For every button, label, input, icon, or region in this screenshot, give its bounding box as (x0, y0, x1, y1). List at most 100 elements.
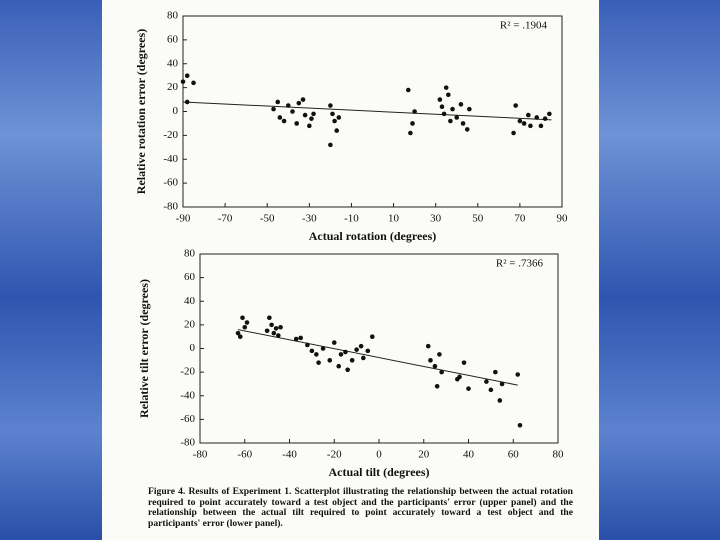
data-point (330, 111, 335, 117)
data-point (454, 115, 460, 120)
data-point (267, 315, 272, 321)
x-tick-label: 20 (418, 449, 430, 461)
x-tick-label: 80 (553, 449, 565, 461)
data-point (302, 112, 308, 118)
x-tick-label: -30 (302, 213, 317, 225)
data-point (191, 80, 196, 86)
x-tick-label: -10 (344, 213, 359, 225)
data-point (432, 363, 438, 369)
x-axis-label: Actual rotation (degrees) (309, 229, 437, 243)
y-tick-label: 0 (173, 105, 179, 117)
data-point (441, 111, 447, 117)
data-point (448, 118, 453, 124)
data-point (345, 367, 350, 373)
r-squared: R² = .7366 (496, 258, 544, 270)
y-tick-label: -20 (163, 129, 178, 141)
x-tick-label: -90 (176, 213, 191, 225)
caption: Figure 4. Results of Experiment 1. Scatt… (148, 486, 573, 529)
data-point (336, 115, 342, 120)
x-tick-label: 90 (557, 213, 569, 225)
data-point (269, 322, 274, 328)
trend-line (182, 101, 552, 121)
data-point (354, 347, 359, 352)
data-point (526, 112, 531, 118)
data-point (446, 92, 451, 98)
data-point (437, 352, 442, 357)
data-point (405, 87, 411, 93)
data-point (273, 326, 279, 331)
trend-line (237, 329, 518, 386)
data-point (499, 381, 505, 387)
y-tick-label: 60 (184, 271, 196, 283)
data-point (336, 363, 342, 369)
x-axis-label: Actual tilt (degrees) (328, 465, 429, 479)
y-tick-label: -40 (163, 153, 178, 165)
data-point (361, 355, 366, 361)
data-point (334, 128, 340, 133)
data-point (278, 324, 283, 330)
data-point (443, 85, 449, 90)
data-point (338, 352, 344, 357)
data-point (434, 384, 440, 389)
data-point (327, 358, 333, 363)
data-point (457, 374, 462, 380)
data-point (467, 106, 472, 112)
x-tick-label: 10 (388, 213, 400, 225)
y-tick-label: -80 (163, 201, 178, 213)
y-tick-label: -60 (180, 413, 195, 425)
x-tick-label: -40 (282, 449, 297, 461)
data-point (331, 340, 337, 345)
data-point (184, 99, 190, 105)
data-point (271, 106, 276, 112)
data-point (511, 130, 516, 136)
data-point (328, 142, 333, 148)
y-tick-label: 20 (167, 81, 179, 93)
data-point (534, 115, 540, 120)
x-tick-label: -80 (193, 449, 208, 461)
r-squared: R² = .1904 (500, 20, 548, 32)
data-point (309, 348, 315, 354)
x-tick-label: 0 (376, 449, 382, 461)
y-tick-label: -80 (180, 437, 195, 449)
data-point (294, 121, 300, 126)
data-point (547, 111, 552, 117)
x-tick-label: -60 (237, 449, 252, 461)
data-point (369, 334, 375, 339)
data-point (184, 73, 190, 78)
y-tick-label: 40 (184, 295, 196, 307)
data-point (464, 127, 470, 132)
data-point (332, 118, 337, 124)
data-point (309, 116, 314, 121)
y-tick-label: 80 (167, 10, 179, 22)
data-point (497, 398, 503, 403)
data-point (349, 358, 355, 363)
data-point (285, 103, 291, 108)
data-point (466, 386, 471, 391)
y-tick-label: 20 (184, 318, 196, 330)
y-tick-label: -20 (180, 366, 195, 378)
data-point (244, 320, 250, 325)
data-point (300, 97, 306, 102)
data-point (542, 116, 548, 121)
data-point (316, 360, 321, 365)
data-point (521, 121, 527, 126)
data-point (275, 99, 281, 105)
data-point (305, 342, 310, 348)
x-tick-label: 40 (463, 449, 475, 461)
x-tick-label: 30 (430, 213, 442, 225)
figure-panel (102, 0, 599, 540)
data-point (240, 315, 245, 321)
x-tick-label: 70 (514, 213, 526, 225)
data-point (458, 102, 464, 107)
data-point (513, 103, 518, 108)
data-point (180, 79, 186, 84)
data-point (277, 115, 283, 120)
data-point (311, 111, 316, 117)
data-point (408, 130, 413, 136)
data-point (439, 369, 444, 375)
y-tick-label: 80 (184, 248, 196, 260)
data-point (293, 336, 299, 342)
y-tick-label: 40 (167, 57, 179, 69)
data-point (242, 324, 248, 330)
